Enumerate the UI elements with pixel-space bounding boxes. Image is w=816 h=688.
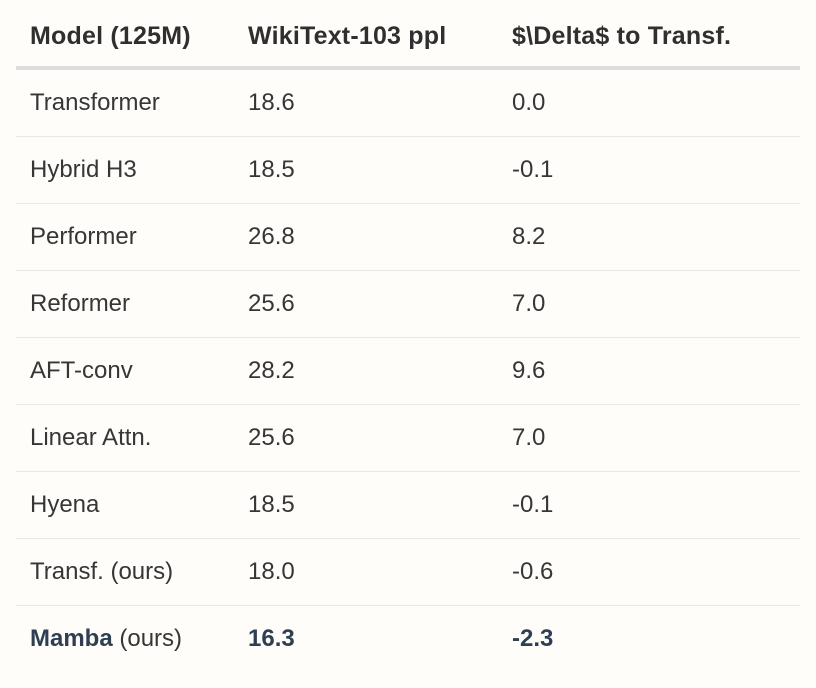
model-cell: Performer xyxy=(16,203,234,271)
delta-cell: 8.2 xyxy=(498,203,800,271)
delta-cell: 7.0 xyxy=(498,404,800,472)
col-header-model: Model (125M) xyxy=(16,0,234,70)
delta-cell: -0.1 xyxy=(498,136,800,204)
model-cell: Hyena xyxy=(16,471,234,539)
table-row-linear-attn: Linear Attn. 25.6 7.0 xyxy=(16,404,800,472)
table-body: Transformer 18.6 0.0 Hybrid H3 18.5 -0.1… xyxy=(16,68,800,672)
delta-cell: -2.3 xyxy=(512,625,554,652)
delta-cell: 7.0 xyxy=(498,270,800,338)
ppl-cell: 18.5 xyxy=(234,471,498,539)
table-row-transf-ours: Transf. (ours) 18.0 -0.6 xyxy=(16,538,800,606)
table-row-mamba: Mamba (ours) 16.3 -2.3 xyxy=(16,606,800,673)
results-table-container: Model (125M) WikiText-103 ppl $\Delta$ t… xyxy=(16,0,800,672)
model-name-strong: Mamba xyxy=(30,625,113,652)
delta-cell: 9.6 xyxy=(498,337,800,405)
table-header: Model (125M) WikiText-103 ppl $\Delta$ t… xyxy=(16,0,800,70)
model-cell: Transformer xyxy=(16,68,234,137)
model-cell: Reformer xyxy=(16,270,234,338)
ppl-cell: 26.8 xyxy=(234,203,498,271)
delta-cell: -0.6 xyxy=(498,538,800,606)
col-header-delta: $\Delta$ to Transf. xyxy=(498,0,800,70)
table-row-hyena: Hyena 18.5 -0.1 xyxy=(16,471,800,539)
model-comparison-table: Model (125M) WikiText-103 ppl $\Delta$ t… xyxy=(16,0,800,672)
model-cell: Mamba (ours) xyxy=(16,606,234,673)
ppl-cell: 25.6 xyxy=(234,404,498,472)
model-name-suffix: (ours) xyxy=(119,625,183,652)
delta-cell: 0.0 xyxy=(498,68,800,137)
header-row: Model (125M) WikiText-103 ppl $\Delta$ t… xyxy=(16,0,800,70)
ppl-cell: 25.6 xyxy=(234,270,498,338)
ppl-cell: 28.2 xyxy=(234,337,498,405)
table-row-aft-conv: AFT-conv 28.2 9.6 xyxy=(16,337,800,405)
ppl-cell: 16.3 xyxy=(248,625,295,652)
delta-cell: -0.1 xyxy=(498,471,800,539)
ppl-cell: 18.6 xyxy=(234,68,498,137)
model-cell: Hybrid H3 xyxy=(16,136,234,204)
ppl-cell: 18.5 xyxy=(234,136,498,204)
ppl-cell: 18.0 xyxy=(234,538,498,606)
table-row-transformer: Transformer 18.6 0.0 xyxy=(16,68,800,137)
table-row-hybrid-h3: Hybrid H3 18.5 -0.1 xyxy=(16,136,800,204)
col-header-ppl: WikiText-103 ppl xyxy=(234,0,498,70)
model-cell: AFT-conv xyxy=(16,337,234,405)
table-row-performer: Performer 26.8 8.2 xyxy=(16,203,800,271)
model-cell: Linear Attn. xyxy=(16,404,234,472)
table-row-reformer: Reformer 25.6 7.0 xyxy=(16,270,800,338)
model-cell: Transf. (ours) xyxy=(16,538,234,606)
